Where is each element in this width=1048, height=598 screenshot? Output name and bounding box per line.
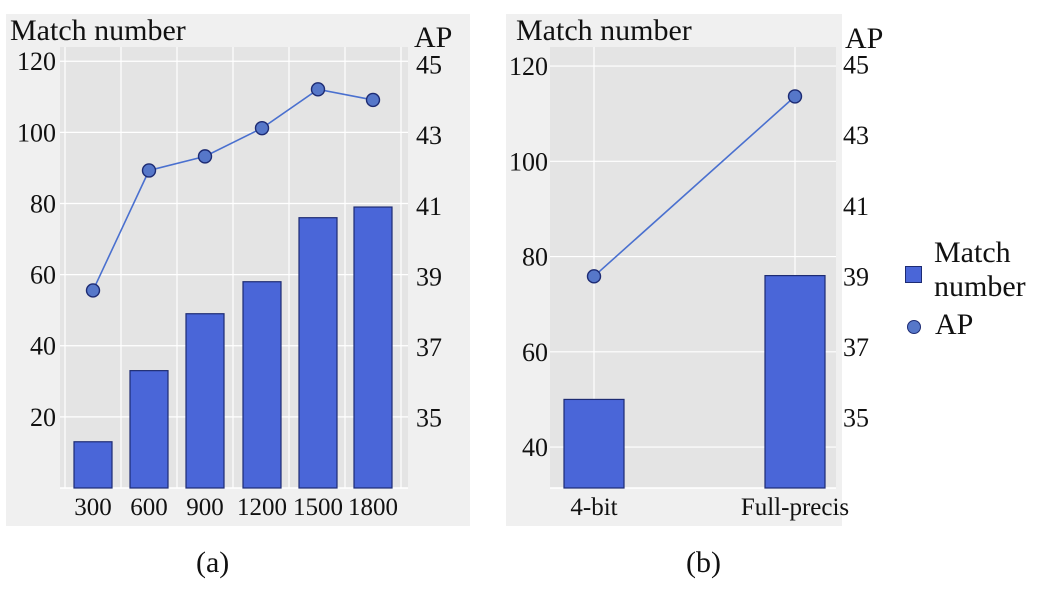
x-tick-label: 900 [186,494,224,521]
legend-item-ap: AP [905,308,1045,342]
y2-axis-title: AP [845,22,883,55]
ap-series-line [593,95,796,277]
ap-point [197,149,213,164]
bar [298,217,338,489]
bar [353,206,393,489]
x-tick-label: Full-precis [741,494,849,521]
y2-tick-label: 43 [843,121,869,150]
y2-tick-label: 37 [843,333,869,362]
y-axis-title: Match number [10,14,186,47]
y-tick-label: 100 [17,118,56,147]
y2-tick-label: 45 [843,51,869,80]
y2-tick-label: 35 [843,403,869,432]
bar [563,398,625,489]
y-tick-label: 60 [30,261,56,290]
ap-point [586,269,602,284]
y2-tick-label: 41 [416,192,442,221]
ap-point [365,92,381,108]
x-tick-label: 1500 [293,494,343,521]
legend-circle-marker [907,320,921,334]
plot-area [60,47,408,488]
y2-tick-label: 39 [416,262,442,291]
y-tick-label: 120 [509,52,548,81]
x-tick-label: 1200 [237,494,287,521]
x-tick-label: 1800 [348,494,398,521]
y2-tick-label: 43 [416,121,442,150]
y2-axis-title: AP [414,21,452,54]
legend-square-marker [905,266,922,283]
y-tick-label: 60 [522,338,548,367]
y-tick-label: 40 [30,332,56,361]
y2-tick-label: 45 [416,51,442,80]
legend: Match number AP [905,236,1045,342]
legend-label: AP [935,308,974,341]
y2-tick-label: 35 [416,403,442,432]
bar [242,281,282,489]
y-tick-label: 40 [522,433,548,462]
y-tick-label: 20 [30,403,56,432]
x-tick-label: 600 [130,494,168,521]
y2-tick-label: 41 [843,192,869,221]
bar [73,441,113,489]
y-tick-label: 100 [509,147,548,176]
bar [129,370,169,489]
y2-tick-label: 37 [416,333,442,362]
caption-a: (a) [196,546,230,579]
y-tick-label: 120 [17,47,56,76]
bar [764,274,826,489]
chart-panel-b: 40 60 80 100 120 35 37 39 41 43 45 4-bit Full-precis… [506,14,883,526]
y2-tick-label: 39 [843,262,869,291]
ap-series-line [92,88,374,291]
legend-item-match-number: Match number [905,236,1045,304]
legend-label: Match number [934,236,1026,303]
ap-point [141,163,157,178]
bar [185,313,225,489]
y-tick-label: 80 [522,243,548,272]
ap-point [310,82,326,97]
caption-b: (b) [686,546,721,579]
ap-point [85,283,101,298]
y-tick-label: 80 [30,189,56,218]
ap-point [787,89,803,104]
y-axis-title: Match number [516,14,692,47]
x-tick-label: 4-bit [570,494,617,521]
x-tick-label: 300 [74,494,112,521]
ap-point [254,120,270,136]
